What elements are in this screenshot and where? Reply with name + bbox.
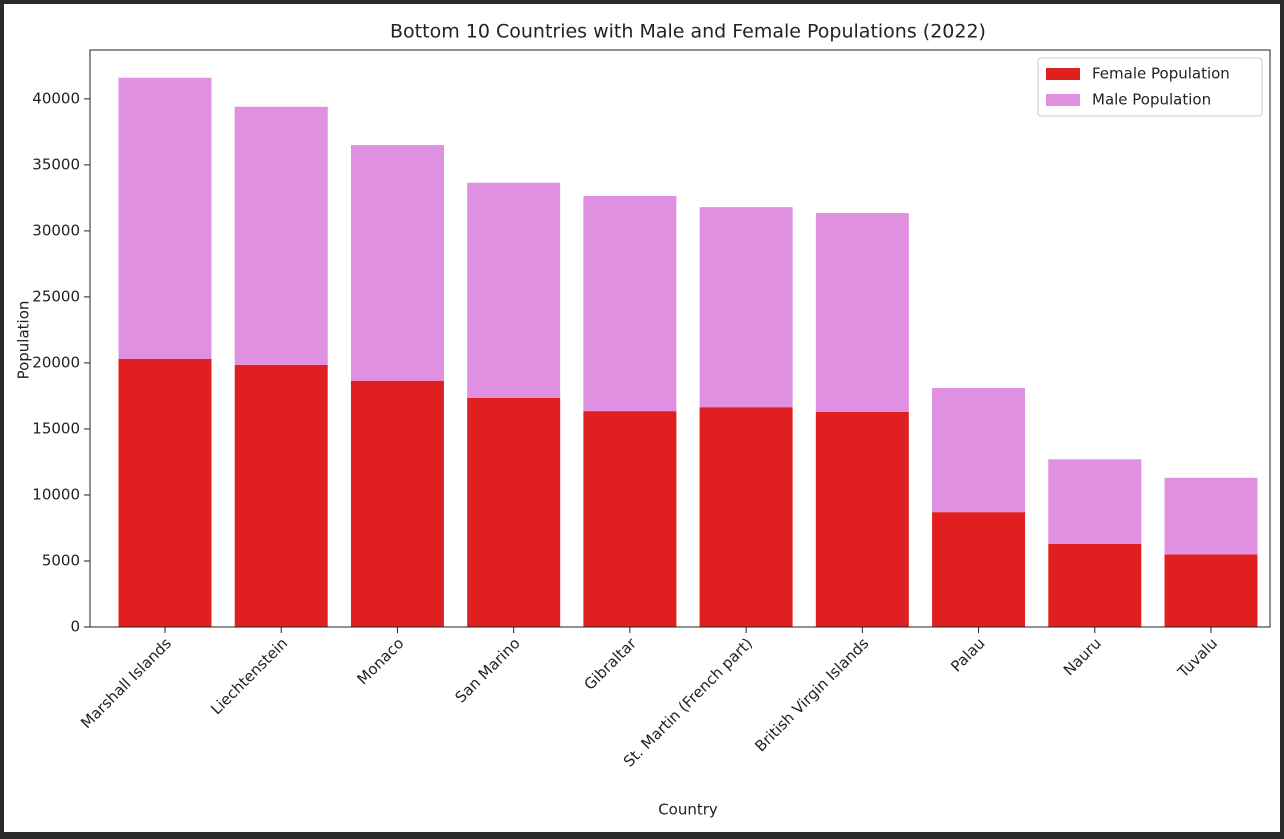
bar: [699, 407, 793, 627]
bar: [1164, 554, 1258, 627]
bar: [467, 397, 561, 627]
y-tick-label: 10000: [32, 485, 80, 503]
bar: [583, 195, 677, 412]
bar: [234, 106, 328, 365]
x-axis-label: Country: [658, 801, 718, 819]
bar: [234, 364, 328, 627]
bar: [1048, 543, 1142, 627]
y-tick-label: 25000: [32, 287, 80, 305]
y-tick-label: 5000: [42, 551, 80, 569]
bar: [932, 512, 1026, 627]
bar: [583, 411, 677, 627]
bar: [1048, 459, 1142, 544]
bar: [699, 207, 793, 408]
bar: [1164, 477, 1258, 555]
y-tick-label: 30000: [32, 221, 80, 239]
legend-swatch: [1046, 68, 1080, 80]
y-tick-label: 0: [70, 618, 80, 636]
bar: [118, 358, 212, 627]
chart-title: Bottom 10 Countries with Male and Female…: [390, 21, 986, 43]
bar: [350, 145, 444, 381]
bar: [815, 213, 909, 412]
legend-label: Male Population: [1092, 91, 1211, 109]
bar: [467, 182, 561, 398]
bar: [932, 388, 1026, 513]
y-tick-label: 40000: [32, 89, 80, 107]
bar: [118, 77, 212, 359]
y-axis-label: Population: [15, 301, 33, 380]
bar: [350, 380, 444, 627]
legend-box: [1037, 57, 1263, 117]
y-tick-label: 35000: [32, 155, 80, 173]
legend-swatch: [1046, 94, 1080, 106]
y-tick-label: 15000: [32, 419, 80, 437]
bar: [815, 411, 909, 627]
plot-frame: [89, 49, 1271, 628]
legend-label: Female Population: [1092, 65, 1230, 83]
y-tick-label: 20000: [32, 353, 80, 371]
